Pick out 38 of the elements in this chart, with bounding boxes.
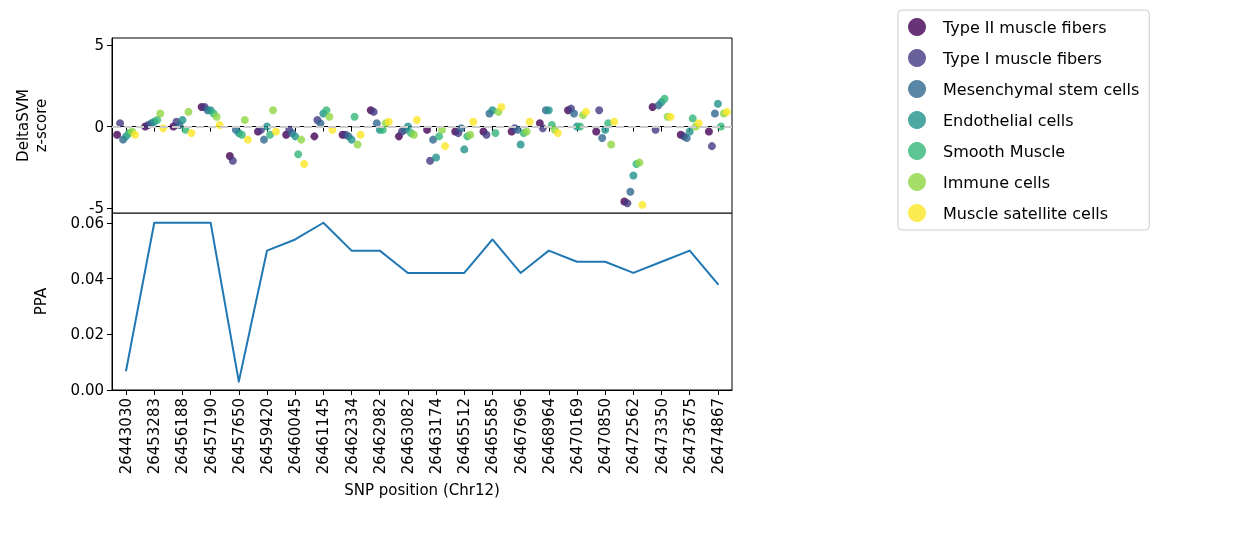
y-tick-label: 0.00: [70, 381, 104, 399]
legend-label: Mesenchymal stem cells: [943, 79, 1140, 99]
x-tick-label: 26456188: [173, 398, 192, 475]
x-tick-label: 26463174: [427, 398, 446, 475]
x-tick-label: 26474867: [708, 398, 727, 475]
y-tick-label: 5: [94, 36, 104, 55]
x-tick-label: 26462334: [342, 398, 361, 475]
legend-label: Immune cells: [943, 172, 1050, 192]
x-tick-label: 26473675: [680, 398, 699, 475]
y-tick-label: 0: [94, 117, 104, 136]
x-tick-label: 26468964: [539, 398, 558, 475]
x-tick-label: 26465585: [483, 398, 502, 475]
x-tick-label: 26472562: [624, 398, 643, 475]
x-tick-label: 26443030: [117, 398, 136, 475]
legend-label: Type I muscle fibers: [942, 48, 1102, 68]
x-tick-label: 26453283: [145, 398, 164, 475]
x-tick-label: 26465512: [455, 398, 474, 475]
y-tick-label: 0.02: [70, 325, 104, 344]
x-tick-label: 26463082: [398, 398, 417, 475]
x-axis-title: SNP position (Chr12): [344, 480, 500, 499]
y-tick-label: 0.06: [70, 213, 104, 232]
x-tick-label: 26473350: [652, 398, 671, 475]
y-axis-title: PPA: [32, 287, 50, 316]
x-tick-label: 26470850: [596, 398, 615, 475]
x-tick-label: 26459420: [258, 398, 276, 475]
x-tick-label: 26467696: [511, 398, 530, 475]
x-tick-label: 26462982: [370, 398, 389, 475]
legend-label: Endothelial cells: [943, 110, 1074, 130]
legend-label: Muscle satellite cells: [943, 203, 1109, 223]
x-tick-label: 26460045: [286, 398, 305, 475]
y-tick-label: 0.04: [70, 269, 104, 288]
legend-label: Type II muscle fibers: [942, 17, 1107, 37]
y-axis-title: DeltaSVM z-score: [14, 89, 50, 162]
x-tick-label: 26461145: [314, 398, 333, 475]
legend-label: Smooth Muscle: [943, 141, 1066, 161]
x-tick-label: 26470169: [568, 398, 586, 475]
x-tick-label: 26457650: [229, 398, 248, 475]
x-tick-label: 26457190: [201, 398, 220, 475]
